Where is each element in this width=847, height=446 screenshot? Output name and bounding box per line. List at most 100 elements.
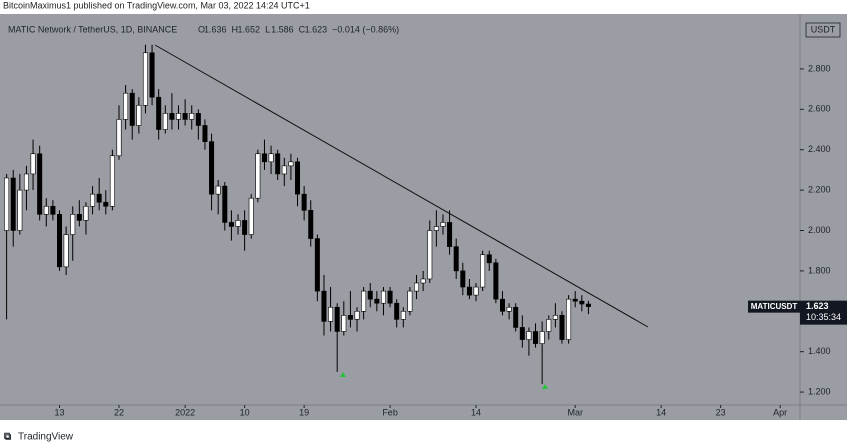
x-tick-label: 19 [299,407,309,417]
candle-body [585,303,591,307]
candle-body [136,104,142,126]
candle-body [70,214,76,235]
candle-body [129,92,135,126]
candle-body [546,319,552,332]
candle-body [288,161,294,167]
x-tick-label: 2022 [175,407,195,417]
candle-body [414,282,420,292]
candle-body [83,205,89,221]
candle-body [90,193,96,207]
low-marker [340,372,346,377]
candle-body [182,113,188,120]
y-tick-label: 1.800 [808,265,831,275]
candle-body [209,141,215,195]
candle-body [17,189,23,231]
candle-body [37,153,43,215]
candle-body [552,315,558,320]
candle-body [440,222,446,227]
candle-body [447,222,453,247]
candle-body [109,155,115,207]
candle-body [354,310,360,320]
candle-body [76,214,82,221]
brand: TradingView [18,432,74,443]
candle-body [215,185,221,195]
candle-body [96,193,102,203]
candle-body [149,52,155,98]
candle-body [142,52,148,106]
candle-body [499,298,505,312]
candle-body [374,298,380,304]
candle-body [493,262,499,300]
candle-body [295,161,301,195]
low-marker [542,384,548,389]
candle-body [268,153,274,163]
candle-body [341,315,347,332]
candle-body [261,153,267,163]
candle-body [566,298,572,340]
candle-body [202,125,208,142]
y-tick-label: 1.200 [808,386,831,396]
candle-body [248,197,254,235]
y-tick-label: 2.000 [808,225,831,235]
candle-body [394,302,400,320]
candle-body [427,230,433,280]
x-tick-label: 23 [716,407,726,417]
candle-body [255,153,261,199]
candle-body [10,177,16,231]
candle-body [579,300,585,305]
candle-body [222,185,228,223]
x-tick-label: 10 [240,407,250,417]
x-tick-label: 14 [471,407,481,417]
candle-body [460,270,466,288]
ohlc-value: 1.586 [271,24,294,34]
candle-body [23,173,29,191]
candle-body [420,278,426,284]
candle-body [347,315,353,320]
candle-body [559,315,565,340]
x-tick-label: Apr [773,407,787,417]
ohlc-letter: L [265,24,270,34]
x-tick-label: 13 [54,407,64,417]
y-tick-label: 2.800 [808,63,831,73]
candle-body [433,226,439,231]
symbol-label-box [748,300,800,313]
candle-body [387,290,393,304]
price-label-box [800,300,847,325]
candle-body [506,306,512,312]
candle-body [242,220,248,235]
ohlc-value: 1.623 [305,24,328,34]
candle-body [367,290,373,300]
candle-body [43,205,49,215]
currency: USDT [811,24,836,34]
x-tick-label: Mar [567,407,583,417]
candle-body [281,165,287,175]
ohlc-letter: H [232,24,239,34]
candle-body [400,310,406,320]
ohlc-value: 1.636 [204,24,227,34]
candle-body [63,234,69,268]
candle-body [50,205,56,215]
x-tick-label: Feb [382,407,398,417]
x-tick-label: 14 [656,407,666,417]
candle-body [169,113,175,120]
candle-body [4,177,10,231]
candle-body [453,246,459,272]
candle-body [30,153,36,175]
candle-body [539,331,545,344]
y-tick-label: 2.600 [808,104,831,114]
publisher-note: BitcoinMaximus1 published on TradingView… [3,0,310,10]
y-tick-label: 2.200 [808,184,831,194]
ohlc-letter: C [299,24,306,34]
candle-body [480,254,486,288]
candle-body [156,96,162,130]
candle-body [314,238,320,292]
candle-body [466,286,472,296]
candle-body [235,220,241,227]
candle-body [275,153,281,175]
ohlc-legend: O1.636 H 1.652 L 1.586 C 1.623 −0.014 (−0.86%) [198,24,399,34]
countdown-label: 10:35:34 [806,312,841,322]
candle-body [308,210,314,239]
chart-background [0,14,847,420]
candle-body [473,286,479,296]
